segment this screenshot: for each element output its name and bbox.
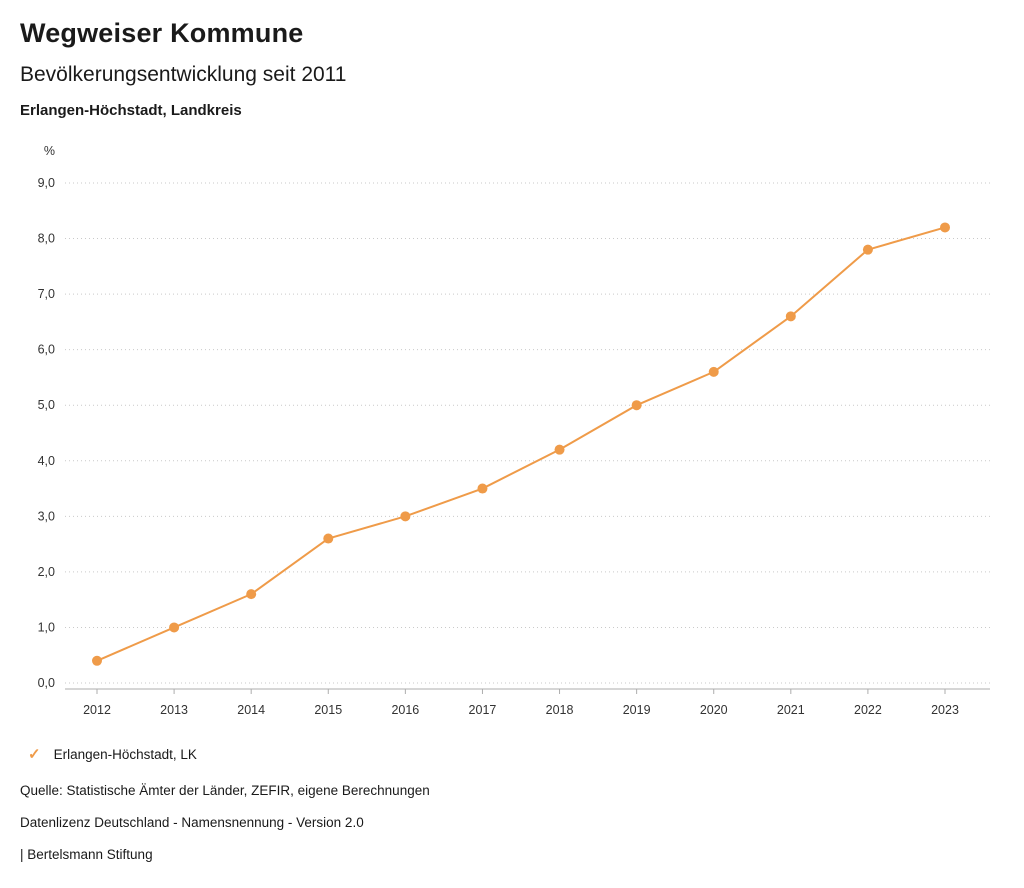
data-point[interactable] (400, 511, 411, 522)
data-point[interactable] (246, 589, 257, 600)
y-axis-tick-label: 8,0 (38, 232, 55, 246)
region-subtitle: Erlangen-Höchstadt, Landkreis (20, 102, 242, 119)
y-axis-tick-label: 2,0 (38, 565, 55, 579)
data-point[interactable] (708, 366, 719, 377)
y-axis-tick-label: 4,0 (38, 454, 55, 468)
report-header: Wegweiser Kommune Bevölkerungsentwicklun… (0, 18, 1024, 119)
x-axis-tick-label: 2016 (391, 703, 419, 717)
data-point[interactable] (554, 444, 565, 455)
y-axis-tick-label: 5,0 (38, 398, 55, 412)
data-point[interactable] (631, 400, 642, 411)
legend-check-icon: ✓ (28, 746, 41, 763)
data-point[interactable] (862, 244, 873, 255)
attribution-text: | Bertelsmann Stiftung (20, 847, 153, 862)
y-axis-tick-label: 1,0 (38, 620, 55, 634)
license-text: Datenlizenz Deutschland - Namensnennung … (20, 815, 364, 830)
legend-label: Erlangen-Höchstadt, LK (53, 747, 197, 762)
series-line (96, 226, 946, 662)
y-axis-tick-label: 9,0 (38, 176, 55, 190)
x-axis-tick-label: 2012 (83, 703, 111, 717)
y-axis-tick-label: 6,0 (38, 343, 55, 357)
x-axis-tick-label: 2022 (854, 703, 882, 717)
x-axis-tick-label: 2014 (237, 703, 265, 717)
x-axis-tick-label: 2021 (777, 703, 805, 717)
y-axis-unit-label: % (44, 144, 55, 158)
data-point[interactable] (92, 655, 102, 666)
x-axis-tick-label: 2015 (314, 703, 342, 717)
app-title: Wegweiser Kommune (20, 18, 304, 48)
chart-title: Bevölkerungsentwicklung seit 2011 (20, 63, 347, 86)
data-point[interactable] (323, 533, 334, 544)
legend-item[interactable]: ✓ Erlangen-Höchstadt, LK (0, 747, 1024, 762)
data-point[interactable] (169, 622, 180, 633)
data-point[interactable] (477, 483, 488, 494)
y-axis-tick-label: 0,0 (38, 676, 55, 690)
data-point[interactable] (940, 222, 950, 233)
x-axis-tick-label: 2018 (546, 703, 574, 717)
data-point[interactable] (785, 311, 796, 322)
line-chart-canvas[interactable]: % 0,0 1,0 2,0 3,0 4,0 5,0 6,0 7,0 8,0 9,0 2012 2013 2… (0, 141, 1010, 729)
footer: Quelle: Statistische Ämter der Länder, Z… (0, 782, 1024, 863)
x-axis-tick-label: 2013 (160, 703, 188, 717)
x-axis-tick-label: 2019 (623, 703, 651, 717)
x-axis-tick-label: 2020 (700, 703, 728, 717)
y-axis-tick-label: 3,0 (38, 509, 55, 523)
y-axis-tick-label: 7,0 (38, 287, 55, 301)
source-text: Quelle: Statistische Ämter der Länder, Z… (20, 783, 430, 798)
x-axis-tick-label: 2017 (469, 703, 497, 717)
x-axis-tick-label: 2023 (931, 703, 959, 717)
